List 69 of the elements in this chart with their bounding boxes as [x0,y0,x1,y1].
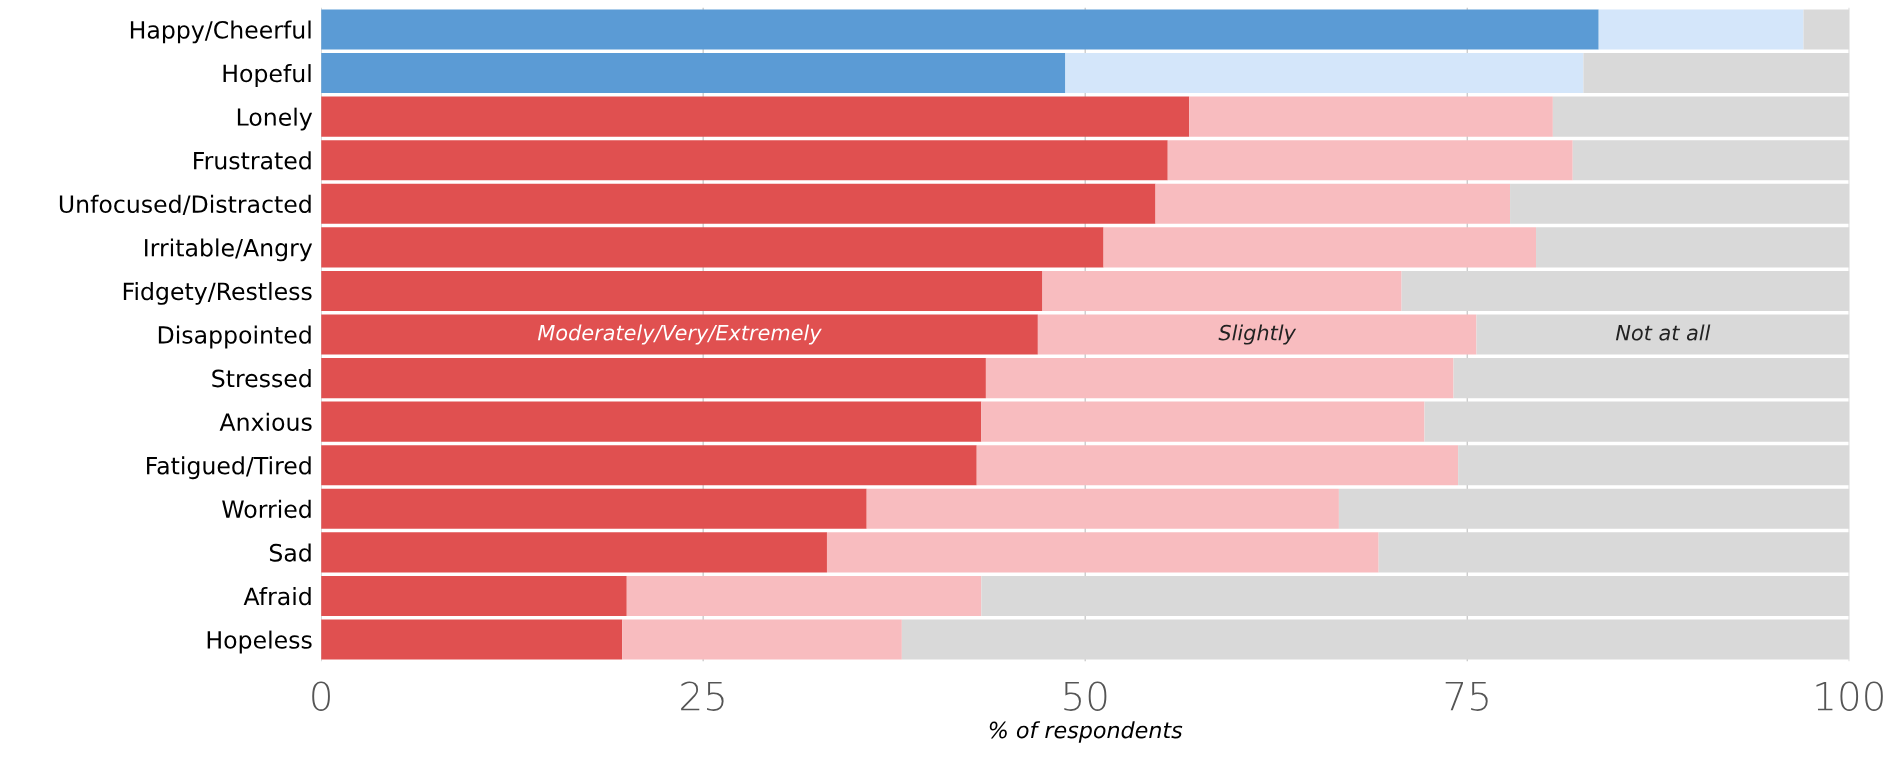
bar [866,488,1339,529]
y-tick-label: Disappointed [158,325,311,349]
y-tick-label: Sad [269,543,311,562]
bar [1155,183,1511,224]
bar [1572,140,1850,181]
bar [321,575,627,617]
bar [321,9,1599,50]
bar [321,401,982,442]
bar [626,575,982,617]
bar [321,619,623,660]
bar [981,401,1425,442]
y-tick-label: Stressed [212,369,311,388]
bar [622,619,902,660]
bar [1803,9,1850,50]
bar [1458,445,1850,486]
bar [321,488,867,529]
y-tick-label: Irritable/Angry [145,238,313,262]
series-label: Not at all [1615,324,1711,341]
y-tick-label: Anxious [219,412,312,431]
y-tick-label: Afraid [243,587,311,606]
bar [1037,314,1477,355]
bar [1510,183,1850,224]
bar [1476,314,1850,355]
y-tick-label: Fidgety/Restless [123,281,312,305]
bar [1065,53,1584,94]
y-tick-label: Fatigued/Tired [147,456,311,480]
bar [1453,358,1850,399]
bar [321,358,986,399]
bar [1424,401,1850,442]
bar [1338,488,1850,529]
bar [321,96,1190,137]
x-tick-label: 50 [1064,681,1107,711]
bar [321,445,977,486]
bar [1103,227,1537,268]
y-tick-label: Unfocused/Distracted [59,194,311,215]
bar [1552,96,1850,137]
series-label: Slightly [1218,324,1297,345]
x-axis-title: % of respondents [989,721,1183,743]
series-label: Moderately/Very/Extremely [537,324,822,345]
bar [1167,140,1573,181]
bar [976,445,1459,486]
bar [901,619,1850,660]
bar [1598,9,1804,50]
y-tick-label: Lonely [237,107,313,131]
x-tick-label: 25 [681,681,724,711]
bar [1189,96,1553,137]
bar [321,227,1104,268]
x-tick-label: 75 [1445,681,1488,711]
bar [321,532,827,573]
y-tick-label: Frustrated [194,151,311,170]
y-tick-label: Hopeless [207,630,312,654]
bar [981,575,1850,617]
x-tick-label: 0 [312,681,330,711]
bar [321,53,1066,94]
bar [1536,227,1850,268]
y-tick-label: Worried [222,499,311,519]
bar [1583,53,1850,94]
x-tick-label: 100 [1816,681,1883,711]
bar [321,140,1168,181]
bar [826,532,1379,573]
bar [985,358,1454,399]
bar [1378,532,1850,573]
bar [1042,270,1402,311]
bar [1401,270,1850,311]
y-tick-label: Hopeful [223,64,311,87]
bar [321,270,1043,311]
bar [321,183,1156,224]
y-tick-label: Happy/Cheerful [130,20,311,44]
bar [321,314,1038,355]
